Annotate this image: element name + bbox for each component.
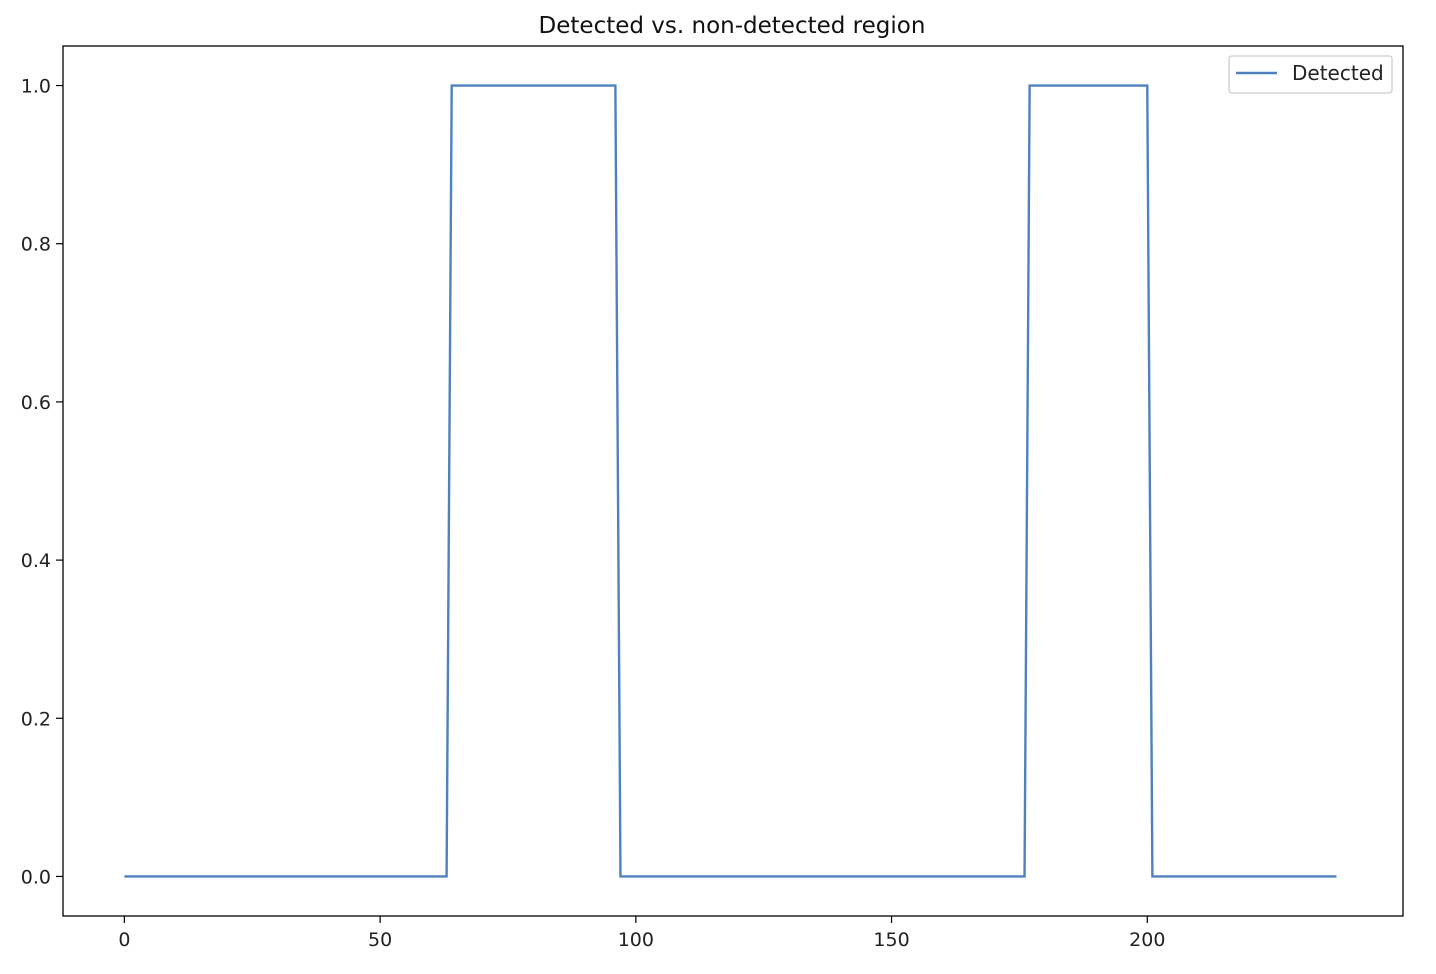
y-tick-label-0.0: 0.0: [21, 866, 51, 888]
legend-label-detected: Detected: [1292, 61, 1384, 85]
legend-frame: [1228, 55, 1393, 94]
x-tick-label-150: 150: [873, 929, 909, 951]
x-tick-label-100: 100: [618, 929, 654, 951]
x-tick-label-50: 50: [368, 929, 392, 951]
y-tick-label-0.2: 0.2: [21, 708, 51, 730]
y-tick-label-0.4: 0.4: [21, 550, 51, 572]
x-tick-label-200: 200: [1129, 929, 1165, 951]
y-tick-label-0.6: 0.6: [21, 392, 51, 414]
series-line-detected: [124, 84, 1337, 878]
chart-title: Detected vs. non-detected region: [539, 13, 926, 39]
legend: Detected: [1228, 55, 1393, 94]
x-tick-label-0: 0: [118, 929, 130, 951]
y-tick-label-0.8: 0.8: [21, 234, 51, 256]
plot-frame: [62, 45, 1404, 917]
y-tick-label-1.0: 1.0: [21, 76, 51, 98]
plot-area: 0 50 100 150 200 0.0 0.2 0.4 0.6 0.8 1.0: [21, 45, 1404, 951]
